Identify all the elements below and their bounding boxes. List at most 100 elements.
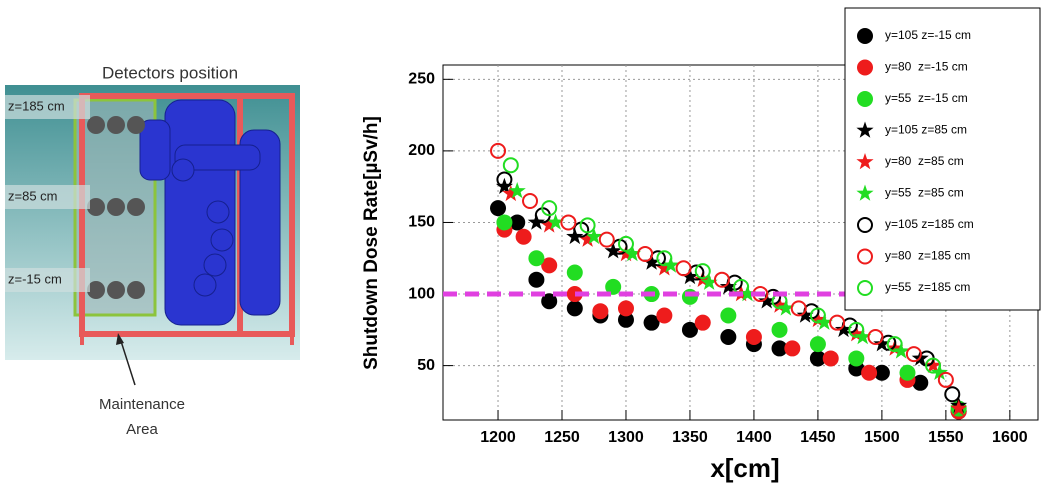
x-tick-label: 1250 bbox=[544, 429, 580, 446]
point bbox=[527, 213, 545, 230]
legend-marker bbox=[856, 121, 874, 138]
point bbox=[771, 296, 789, 313]
point bbox=[886, 336, 903, 353]
y-tick-label: 50 bbox=[417, 357, 435, 374]
detector-diagram: Detectors position z=185 cm z=85 cm z=-1… bbox=[5, 63, 300, 438]
point bbox=[540, 216, 558, 233]
y-tick-label: 200 bbox=[408, 142, 435, 159]
point bbox=[899, 364, 916, 381]
pipe bbox=[139, 119, 171, 181]
point bbox=[809, 350, 826, 367]
point bbox=[854, 328, 872, 345]
point bbox=[809, 310, 827, 328]
level-label: z=-15 cm bbox=[8, 271, 62, 286]
point bbox=[579, 230, 597, 247]
label-box bbox=[5, 95, 90, 119]
point bbox=[496, 214, 513, 231]
y-tick-label: 100 bbox=[408, 285, 435, 302]
point bbox=[566, 300, 583, 317]
arrow-head bbox=[116, 333, 124, 345]
point bbox=[623, 245, 641, 262]
point bbox=[822, 350, 839, 367]
legend-marker bbox=[857, 280, 873, 296]
point bbox=[681, 288, 698, 305]
point bbox=[930, 363, 948, 380]
point bbox=[528, 250, 545, 267]
legend-box bbox=[844, 7, 1041, 311]
point bbox=[655, 259, 673, 276]
point bbox=[502, 157, 519, 174]
level-label: z=185 cm bbox=[8, 98, 65, 113]
pipes bbox=[139, 99, 281, 326]
legend-label: y=105 z=185 cm bbox=[885, 217, 974, 231]
pipe-end bbox=[203, 253, 227, 277]
point bbox=[700, 273, 718, 290]
pipe-end bbox=[171, 158, 195, 182]
point bbox=[496, 171, 513, 188]
point bbox=[566, 264, 583, 281]
point bbox=[912, 374, 929, 391]
point bbox=[829, 314, 846, 331]
arrow bbox=[119, 337, 136, 386]
label-box bbox=[5, 185, 90, 209]
point bbox=[585, 227, 603, 245]
point bbox=[541, 257, 558, 274]
point bbox=[861, 364, 878, 381]
point bbox=[490, 200, 507, 217]
pipe-end bbox=[193, 273, 217, 297]
point bbox=[784, 340, 801, 357]
point bbox=[566, 227, 584, 245]
legend-label: y=80 z=85 cm bbox=[885, 154, 964, 168]
point bbox=[598, 231, 615, 248]
point bbox=[944, 386, 961, 403]
legend-label: y=105 z=85 cm bbox=[885, 123, 967, 137]
point bbox=[924, 356, 942, 373]
y-tick-label: 250 bbox=[408, 71, 435, 88]
point bbox=[848, 350, 865, 367]
point bbox=[848, 321, 865, 338]
point bbox=[847, 325, 865, 342]
point bbox=[541, 200, 558, 217]
point bbox=[694, 263, 711, 280]
point bbox=[777, 299, 795, 316]
point bbox=[675, 260, 692, 277]
point bbox=[605, 278, 622, 295]
point bbox=[681, 321, 698, 338]
point bbox=[937, 371, 954, 388]
point bbox=[579, 217, 596, 234]
pipe bbox=[239, 129, 281, 316]
x-tick-label: 1550 bbox=[928, 429, 964, 446]
point bbox=[522, 192, 539, 209]
legend-label: y=105 z=-15 cm bbox=[885, 28, 971, 42]
point bbox=[892, 342, 910, 359]
x-tick-label: 1500 bbox=[864, 429, 900, 446]
area-label: Maintenance bbox=[99, 396, 185, 413]
point bbox=[592, 303, 609, 320]
point bbox=[617, 311, 634, 328]
x-axis-label: x[cm] bbox=[710, 453, 779, 483]
x-tick-label: 1450 bbox=[800, 429, 836, 446]
point bbox=[547, 213, 565, 230]
point bbox=[694, 314, 711, 331]
point bbox=[873, 364, 890, 381]
legend-label: y=80 z=-15 cm bbox=[885, 60, 968, 74]
shield-frame bbox=[79, 93, 295, 337]
point bbox=[815, 313, 833, 330]
point bbox=[560, 214, 577, 231]
pipe-end bbox=[206, 200, 230, 224]
point bbox=[771, 340, 788, 357]
legend-marker bbox=[857, 248, 873, 265]
point bbox=[509, 214, 526, 231]
legend-label: y=55 z=85 cm bbox=[885, 186, 964, 200]
point bbox=[490, 142, 507, 159]
chart: 50 100 150 200 250 1200 1250 1300 1350 1400 1450 15… bbox=[361, 7, 1041, 483]
point bbox=[867, 328, 884, 345]
point bbox=[720, 307, 737, 324]
legend-label: y=55 z=-15 cm bbox=[885, 91, 968, 105]
point bbox=[528, 271, 545, 288]
point bbox=[656, 307, 673, 324]
point bbox=[739, 285, 757, 302]
point bbox=[656, 250, 673, 267]
point bbox=[508, 182, 526, 199]
